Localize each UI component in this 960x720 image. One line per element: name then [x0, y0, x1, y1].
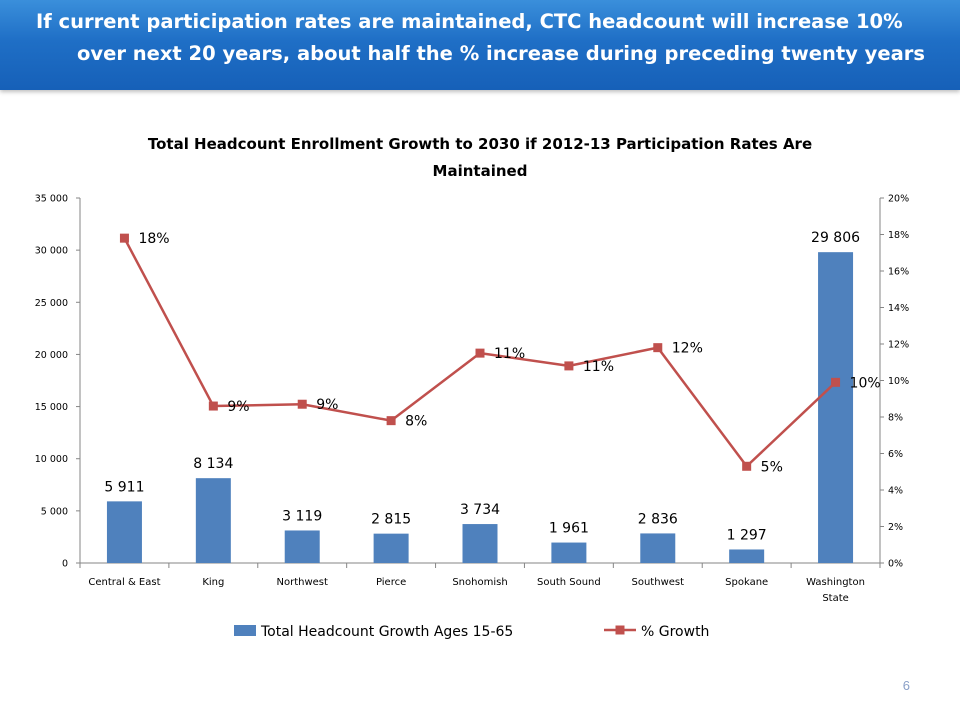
category-label: Spokane [725, 577, 768, 588]
left-axis-tick-label: 0 [62, 559, 68, 570]
bar-7 [729, 549, 765, 563]
legend-line-marker [615, 625, 625, 635]
bar-data-label: 3 119 [282, 508, 322, 524]
title-banner: If current participation rates are maint… [0, 0, 960, 90]
bar-data-label: 29 806 [811, 230, 860, 246]
slide-heading-line-2: over next 20 years, about half the % inc… [77, 42, 925, 65]
bar-data-label: 3 734 [460, 502, 500, 518]
bar-data-label: 2 836 [638, 511, 678, 527]
growth-point-7 [742, 461, 752, 471]
right-axis-tick-label: 8% [888, 413, 903, 424]
growth-point-4 [475, 348, 485, 358]
growth-data-label: 9% [227, 399, 249, 415]
growth-data-label: 5% [761, 459, 783, 475]
bar-data-label: 5 911 [104, 479, 144, 495]
growth-data-label: 8% [405, 414, 427, 430]
bar-8 [818, 252, 854, 563]
bar-data-label: 8 134 [193, 456, 233, 472]
right-axis-tick-label: 20% [888, 194, 909, 205]
left-axis-tick-label: 35 000 [35, 194, 68, 205]
category-label: Washington [806, 577, 865, 588]
chart-title: Total Headcount Enrollment Growth to 203… [148, 135, 812, 153]
category-label: State [822, 593, 848, 604]
chart-title: Maintained [433, 162, 528, 180]
growth-data-label: 11% [494, 346, 525, 362]
right-axis-tick-label: 18% [888, 230, 909, 241]
right-axis-tick-label: 14% [888, 303, 909, 314]
page-number: 6 [902, 678, 910, 693]
category-label: King [202, 577, 224, 588]
right-axis-tick-label: 12% [888, 340, 909, 351]
left-axis-tick-label: 20 000 [35, 350, 68, 361]
growth-data-label: 18% [138, 231, 169, 247]
left-axis-tick-label: 5 000 [41, 506, 68, 517]
growth-point-3 [386, 416, 396, 426]
bar-0 [106, 501, 142, 563]
growth-data-label: 10% [850, 375, 881, 391]
growth-point-6 [653, 343, 663, 353]
category-label: Central & East [88, 577, 160, 588]
category-label: Snohomish [452, 577, 507, 588]
right-axis-tick-label: 16% [888, 267, 909, 278]
left-axis-tick-label: 30 000 [35, 246, 68, 257]
growth-point-5 [564, 361, 574, 371]
category-label: Northwest [277, 577, 329, 588]
growth-data-label: 9% [316, 397, 338, 413]
bar-5 [551, 542, 587, 563]
bar-data-label: 1 961 [549, 521, 589, 537]
growth-point-8 [831, 377, 841, 387]
category-label: Southwest [632, 577, 685, 588]
right-axis-tick-label: 4% [888, 486, 903, 497]
legend-bar-label: Total Headcount Growth Ages 15-65 [260, 624, 513, 640]
right-axis-tick-label: 10% [888, 376, 909, 387]
bar-3 [373, 533, 409, 563]
category-label: South Sound [537, 577, 601, 588]
left-axis-tick-label: 25 000 [35, 298, 68, 309]
category-label: Pierce [376, 577, 406, 588]
left-axis-tick-label: 15 000 [35, 402, 68, 413]
bar-1 [195, 478, 231, 563]
bar-data-label: 2 815 [371, 512, 411, 528]
right-axis-tick-label: 2% [888, 522, 903, 533]
growth-data-label: 11% [583, 359, 614, 375]
bar-data-label: 1 297 [727, 527, 767, 543]
growth-data-label: 12% [672, 341, 703, 357]
right-axis-tick-label: 6% [888, 449, 903, 460]
slide-heading-line-1: If current participation rates are maint… [36, 10, 903, 33]
growth-point-0 [119, 233, 129, 243]
bar-2 [284, 530, 320, 563]
legend-line-label: % Growth [641, 624, 709, 640]
legend-bar-swatch [234, 625, 256, 636]
bar-4 [462, 524, 498, 563]
left-axis-tick-label: 10 000 [35, 454, 68, 465]
growth-point-1 [208, 401, 218, 411]
right-axis-tick-label: 0% [888, 559, 903, 570]
growth-point-2 [297, 399, 307, 409]
bar-6 [640, 533, 676, 563]
